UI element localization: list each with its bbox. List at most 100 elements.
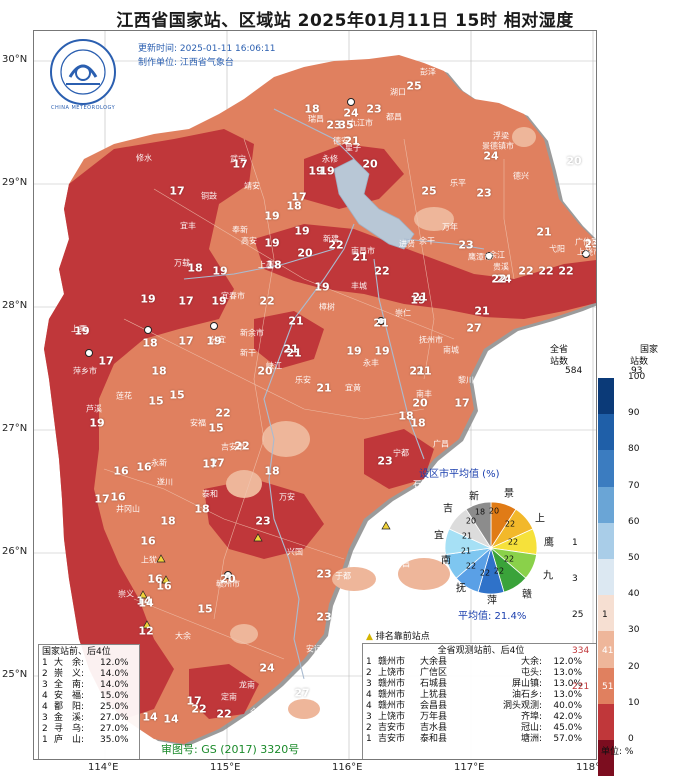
- rivers: [183, 108, 485, 680]
- pie-slice-label: 景: [504, 488, 514, 500]
- city-label: 新建: [323, 234, 339, 244]
- station-name: 寻 乌:: [54, 724, 85, 734]
- humidity-value: 18: [187, 261, 203, 275]
- longitude-label: 117°E: [454, 762, 485, 773]
- station-value: 25.0%: [100, 702, 129, 712]
- colorbar-province-count: 334: [572, 646, 590, 656]
- site-name: 塘洲:: [520, 734, 542, 744]
- humidity-value: 14: [163, 712, 179, 726]
- humidity-value: 16: [113, 464, 129, 478]
- humidity-value: 27: [466, 321, 482, 335]
- city-label: 高安: [241, 236, 257, 246]
- humidity-value: 22: [374, 264, 390, 278]
- county-boundaries: [103, 138, 515, 660]
- city-label: 玉山: [596, 211, 597, 222]
- city-label: 万年: [442, 222, 458, 232]
- pie-slice-label: 新: [469, 491, 479, 503]
- city-label: 广信区: [575, 237, 597, 247]
- colorbar-block: [598, 450, 614, 487]
- city-label: 贵溪: [493, 262, 509, 272]
- humidity-value: 18: [286, 199, 302, 213]
- humidity-value: 22: [234, 439, 250, 453]
- humidity-value: 21: [474, 304, 490, 318]
- humidity-map: [34, 31, 596, 759]
- city-label: 新余市: [240, 328, 264, 338]
- humidity-value: 23: [366, 102, 382, 116]
- city-label: 万载: [174, 258, 190, 268]
- all-list-row: 4 赣州市 会昌县 洞头观测: 40.0%: [366, 701, 596, 712]
- humidity-value: 21: [288, 314, 304, 328]
- county-name: 会昌县: [420, 701, 448, 711]
- site-name: 屏山镇:: [511, 679, 542, 689]
- humidity-value: 17: [94, 492, 110, 506]
- humidity-value: 24: [496, 272, 512, 286]
- city-label: 德兴: [513, 171, 529, 181]
- all-list-row: 1 吉安市 泰和县 塘洲: 57.0%: [366, 734, 596, 745]
- site-value: 45.0%: [553, 723, 582, 733]
- city-name: 赣州市: [378, 701, 406, 711]
- station-name: 庐 山:: [54, 735, 85, 745]
- station-name: 安 福:: [54, 691, 85, 701]
- colorbar-national-count: 1: [602, 610, 608, 620]
- city-label: 铜鼓: [201, 191, 217, 201]
- city-label: 石城: [413, 479, 429, 489]
- pie-average: 平均值: 21.4%: [458, 611, 527, 622]
- latitude-label: 26°N: [2, 546, 28, 557]
- station-value: 27.0%: [100, 724, 129, 734]
- national-list-row: 2 崇 义: 14.0%: [42, 669, 136, 680]
- humidity-value: 17: [169, 184, 185, 198]
- national-list-row: 4 安 福: 15.0%: [42, 691, 136, 702]
- city-name: 上饶市: [378, 712, 406, 722]
- pie-slice-value: 22: [493, 566, 505, 576]
- rank: 2: [366, 668, 372, 678]
- latitude-label: 28°N: [2, 300, 28, 311]
- longitude-label: 118°E: [576, 762, 607, 773]
- humidity-value: 17: [202, 457, 218, 471]
- county-name: 大余县: [420, 657, 448, 667]
- station-name: 鄱 阳:: [54, 702, 85, 712]
- humidity-value: 19: [319, 164, 335, 178]
- national-list-title: 国家站前、后4位: [42, 647, 111, 657]
- city-label: 修水: [136, 153, 152, 163]
- humidity-value: 18: [264, 464, 280, 478]
- all-list-row: 3 赣州市 石城县 屏山镇: 13.0%: [366, 679, 596, 690]
- humidity-value: 19: [211, 294, 227, 308]
- pie-slice-label: 抚: [456, 583, 466, 595]
- humidity-value: 22: [491, 272, 507, 286]
- humidity-value: 18: [160, 514, 176, 528]
- humidity-value: 24: [259, 661, 275, 675]
- station-value: 15.0%: [100, 691, 129, 701]
- humidity-value: 20: [412, 396, 428, 410]
- colorbar-block: [598, 522, 614, 559]
- rank: 3: [42, 713, 48, 723]
- pie-slice-value: 22: [507, 537, 519, 547]
- humidity-value: 21: [344, 134, 360, 148]
- humidity-value: 14: [138, 596, 154, 610]
- humidity-value: 24: [483, 149, 499, 163]
- rank: 2: [42, 724, 48, 734]
- humidity-value: 18: [266, 258, 282, 272]
- pie-slice-label: 南: [441, 555, 451, 567]
- city-label: 万安: [279, 492, 295, 502]
- city-name: 赣州市: [378, 690, 406, 700]
- poyang-lake: [333, 158, 415, 250]
- colorbar-header-province2: 站数: [550, 357, 569, 367]
- colorbar-tick-label: 100: [628, 372, 646, 382]
- city-label: 弋阳: [549, 244, 565, 254]
- humidity-value: 18: [142, 336, 158, 350]
- rank: 3: [42, 680, 48, 690]
- humidity-value: 20: [362, 157, 378, 171]
- humidity-value: 19: [89, 416, 105, 430]
- colorbar-tick-label: 10: [628, 697, 640, 708]
- humidity-value: 15: [197, 602, 213, 616]
- humidity-value: 23: [458, 238, 474, 252]
- city-label: 上栗: [71, 324, 87, 334]
- city-label: 安远: [306, 644, 322, 654]
- humidity-value: 23: [255, 514, 271, 528]
- city-label: 抚州市: [419, 335, 443, 345]
- humidity-value: 20: [566, 154, 582, 168]
- site-value: 13.0%: [553, 668, 582, 678]
- humidity-value: 23: [584, 237, 596, 251]
- city-label: 余江: [489, 250, 505, 260]
